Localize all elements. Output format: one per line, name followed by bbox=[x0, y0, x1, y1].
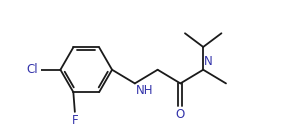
Text: O: O bbox=[176, 109, 185, 121]
Text: Cl: Cl bbox=[27, 63, 39, 76]
Text: NH: NH bbox=[136, 84, 153, 97]
Text: F: F bbox=[71, 114, 78, 127]
Text: N: N bbox=[204, 55, 213, 68]
